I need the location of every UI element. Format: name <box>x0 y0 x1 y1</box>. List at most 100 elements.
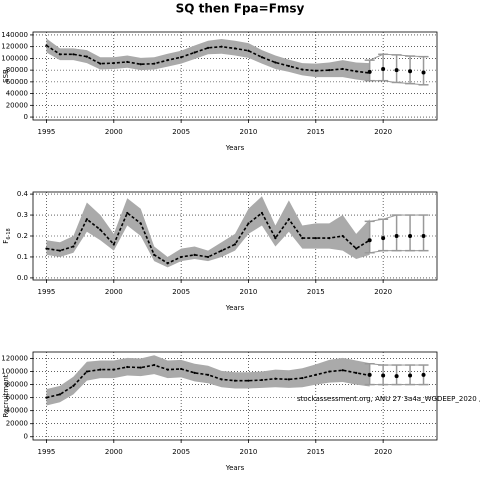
forecast-link <box>410 83 424 86</box>
estimate-point <box>260 56 264 59</box>
estimate-point <box>153 363 156 367</box>
forecast-link <box>383 80 397 83</box>
estimate-point <box>287 218 290 221</box>
x-tick-label: 2020 <box>374 448 392 456</box>
y-tick-label: 40000 <box>6 407 28 415</box>
estimate-point <box>355 247 358 250</box>
plot-area <box>45 355 429 406</box>
estimate-point <box>139 63 142 66</box>
y-tick-label: 0.4 <box>17 190 29 198</box>
y-tick-label: 100000 <box>1 54 28 62</box>
y-tick-label: 140000 <box>1 31 28 39</box>
y-axis-label-main: SSB <box>2 69 10 83</box>
forecast-point <box>408 234 413 238</box>
chart-title: SQ then Fpa=Fmsy <box>176 2 305 16</box>
estimate-point <box>287 378 290 381</box>
estimate-point <box>193 253 196 256</box>
y-axis-label: Recruitment <box>2 374 10 417</box>
forecast-point <box>394 234 399 238</box>
estimate-point <box>260 378 264 382</box>
estimate-point <box>72 384 75 387</box>
confidence-band <box>46 38 370 82</box>
y-tick-label: 0.3 <box>17 211 28 219</box>
estimate-point <box>247 379 250 382</box>
estimate-point <box>85 218 88 221</box>
y-tick-label: 120000 <box>1 355 28 363</box>
estimate-point <box>233 243 237 246</box>
estimate-point <box>85 55 88 58</box>
estimate-point <box>153 62 156 65</box>
forecast-link <box>369 363 384 366</box>
x-tick-label: 2000 <box>105 288 123 296</box>
estimate-point <box>193 51 196 54</box>
forecast-point <box>381 373 386 378</box>
x-tick-label: 2005 <box>172 448 190 456</box>
forecast-point <box>394 374 399 379</box>
forecast-link <box>369 218 384 222</box>
x-axis-label: Years <box>225 464 245 472</box>
estimate-point <box>314 69 317 72</box>
x-axis-label: Years <box>225 144 245 152</box>
estimate-point <box>45 396 48 399</box>
forecast-point <box>408 69 413 74</box>
forecast-point <box>367 238 372 243</box>
estimate-point <box>341 369 344 372</box>
x-axis-label: Years <box>225 304 245 312</box>
estimate-point <box>355 371 358 374</box>
y-tick-label: 20000 <box>6 101 28 109</box>
x-tick-label: 1995 <box>38 448 56 456</box>
estimate-point <box>45 247 48 250</box>
estimate-point <box>180 255 183 259</box>
forecast-point <box>408 373 413 378</box>
y-tick-label: 0.0 <box>17 274 28 282</box>
y-tick-label: 40000 <box>6 90 28 98</box>
estimate-point <box>287 64 290 68</box>
y-tick-label: 0 <box>24 433 28 441</box>
estimate-point <box>72 245 75 248</box>
estimate-point <box>247 49 250 52</box>
forecast-link <box>383 53 397 56</box>
x-tick-label: 2005 <box>172 128 190 136</box>
estimate-point <box>220 378 223 381</box>
estimate-point <box>112 368 115 371</box>
estimate-point <box>112 61 115 65</box>
plot-frame <box>32 351 438 441</box>
estimate-point <box>301 376 304 380</box>
estimate-point <box>180 56 183 59</box>
y-tick-label: 80000 <box>6 66 28 74</box>
forecast-point <box>381 66 386 71</box>
forecast-point <box>367 69 372 74</box>
estimate-point <box>328 69 331 72</box>
plot-frame <box>32 31 438 121</box>
estimate-point <box>206 373 210 376</box>
estimate-point <box>166 368 169 371</box>
x-tick-label: 2010 <box>240 128 258 136</box>
forecast-point <box>421 70 426 75</box>
forecast-link <box>410 55 424 58</box>
estimate-point <box>206 255 210 259</box>
y-axis-label-sub: 6-18 <box>6 228 12 239</box>
estimate-point <box>126 60 129 64</box>
y-tick-label: 0 <box>24 113 28 121</box>
estimate-point <box>99 62 102 65</box>
estimate-point <box>274 236 277 240</box>
estimate-point <box>314 236 317 240</box>
y-tick-label: 100000 <box>1 368 28 376</box>
x-tick-label: 2000 <box>105 128 123 136</box>
x-tick-label: 2015 <box>307 128 325 136</box>
estimate-point <box>99 228 102 231</box>
estimate-point <box>126 211 129 215</box>
estimate-point <box>341 67 344 71</box>
estimate-point <box>153 253 156 256</box>
forecast-link <box>396 54 411 57</box>
estimate-point <box>260 211 264 215</box>
x-tick-label: 2005 <box>172 288 190 296</box>
forecast-point <box>394 68 399 73</box>
x-tick-label: 2015 <box>307 288 325 296</box>
y-tick-label: 80000 <box>6 381 28 389</box>
estimate-point <box>112 243 115 246</box>
y-tick-label: 60000 <box>6 78 28 86</box>
estimate-point <box>220 249 223 252</box>
estimate-point <box>301 68 304 71</box>
estimate-point <box>58 249 62 252</box>
